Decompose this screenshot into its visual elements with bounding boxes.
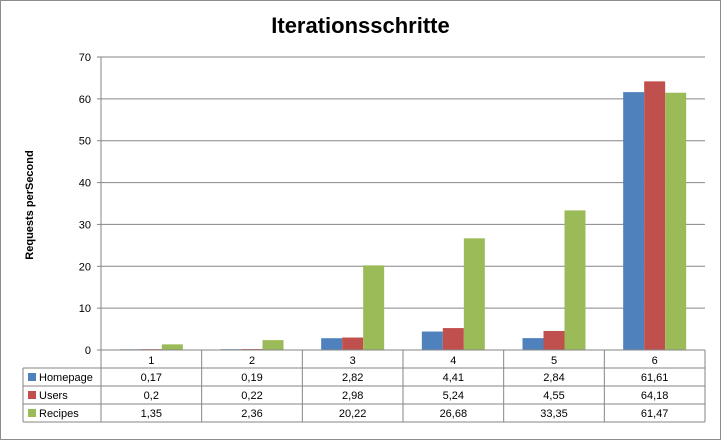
bar-homepage-6 [623, 92, 645, 351]
data-table-value: 2,82 [342, 372, 363, 384]
y-tick-label: 20 [79, 261, 91, 273]
bar-recipes-3 [363, 265, 385, 350]
y-tick-label: 70 [79, 52, 91, 64]
x-tick-label: 4 [450, 355, 456, 367]
bar-users-3 [342, 337, 364, 350]
y-tick-label: 40 [79, 178, 91, 190]
bar-homepage-4 [421, 331, 443, 350]
legend-key-homepage [28, 373, 36, 381]
bar-users-6 [644, 81, 666, 351]
data-table-value: 2,98 [342, 390, 363, 402]
x-tick-label: 3 [350, 355, 356, 367]
data-table-value: 2,36 [241, 408, 262, 420]
data-table-value: 0,19 [241, 372, 262, 384]
data-table-value: 4,55 [543, 390, 564, 402]
y-tick-label: 30 [79, 219, 91, 231]
y-tick-label: 0 [85, 345, 91, 357]
data-table-value: 64,18 [641, 390, 669, 402]
x-tick-label: 6 [652, 355, 658, 367]
legend-key-recipes [28, 409, 36, 417]
y-tick-label: 10 [79, 303, 91, 315]
data-table-value: 0,2 [144, 390, 159, 402]
bar-homepage-5 [522, 338, 544, 350]
chart-title: Iterationsschritte [271, 13, 450, 38]
data-table-value: 33,35 [540, 408, 568, 420]
bar-recipes-6 [665, 92, 687, 351]
y-tick-label: 50 [79, 136, 91, 148]
legend-label: Homepage [39, 372, 93, 384]
bar-users-5 [543, 330, 565, 350]
x-tick-label: 1 [148, 355, 154, 367]
data-table-value: 61,47 [641, 408, 669, 420]
data-table-value: 2,84 [543, 372, 564, 384]
x-tick-label: 5 [551, 355, 557, 367]
data-table-value: 5,24 [443, 390, 464, 402]
data-table-value: 0,17 [141, 372, 162, 384]
data-table-value: 1,35 [141, 408, 162, 420]
data-table-value: 26,68 [440, 408, 468, 420]
bar-homepage-3 [321, 338, 343, 350]
legend-label: Users [39, 390, 68, 402]
legend-key-users [28, 391, 36, 399]
bar-recipes-5 [564, 210, 586, 350]
x-tick-label: 2 [249, 355, 255, 367]
y-tick-label: 60 [79, 94, 91, 106]
legend-label: Recipes [39, 408, 79, 420]
bar-users-4 [442, 328, 464, 350]
bar-recipes-4 [463, 238, 485, 350]
data-table-value: 61,61 [641, 372, 669, 384]
data-table-value: 0,22 [241, 390, 262, 402]
data-table-value: 4,41 [443, 372, 464, 384]
bar-recipes-2 [262, 340, 284, 350]
bar-recipes-1 [161, 344, 183, 350]
data-table-value: 20,22 [339, 408, 367, 420]
